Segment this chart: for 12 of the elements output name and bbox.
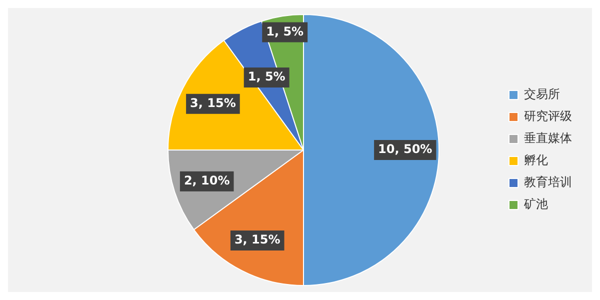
legend-label: 研究评级	[524, 109, 572, 124]
data-label: 2, 10%	[184, 174, 230, 188]
legend-label: 教育培训	[524, 175, 572, 190]
data-label: 3, 15%	[190, 96, 236, 110]
data-label: 1, 5%	[266, 24, 304, 38]
data-label: 3, 15%	[234, 232, 280, 247]
legend-label: 孵化	[524, 153, 548, 168]
data-label: 10, 50%	[378, 142, 432, 156]
legend-label: 交易所	[524, 87, 560, 102]
legend-label: 矿池	[523, 197, 548, 212]
legend-label: 垂直媒体	[524, 131, 572, 146]
data-label: 1, 5%	[248, 70, 286, 84]
